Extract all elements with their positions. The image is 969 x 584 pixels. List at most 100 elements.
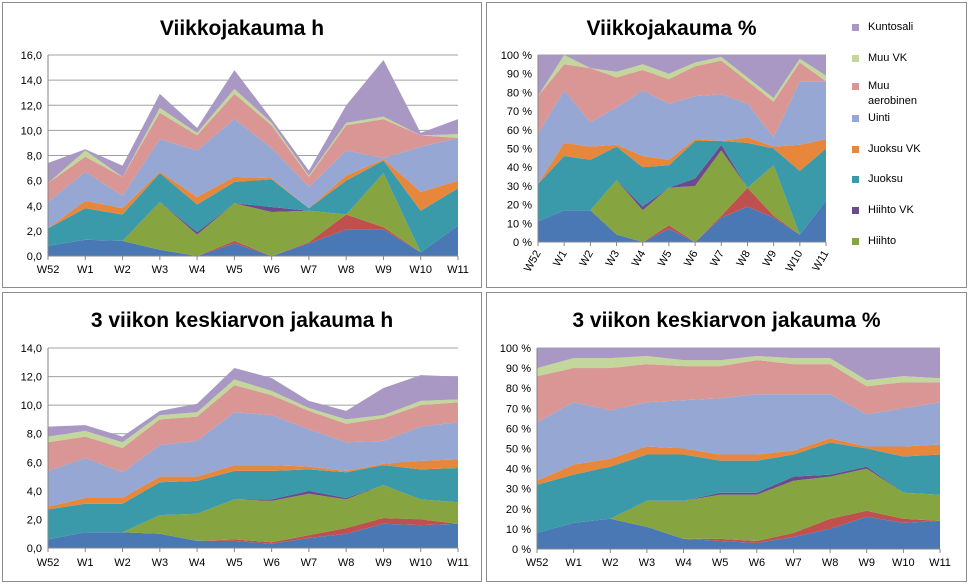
x-tick-label: W52 bbox=[522, 249, 544, 275]
area-series-tunnistamaton bbox=[538, 200, 826, 242]
y-tick-label: 2,0 bbox=[27, 514, 42, 526]
x-tick-label: W52 bbox=[37, 264, 60, 276]
x-tick-label: W9 bbox=[375, 264, 392, 276]
x-tick-label: W52 bbox=[526, 557, 549, 569]
y-tick-label: 70 % bbox=[507, 106, 532, 118]
x-tick-label: W11 bbox=[929, 557, 951, 569]
y-tick-label: 6,0 bbox=[27, 176, 42, 188]
area-series-tunnistamaton bbox=[537, 516, 940, 549]
area-series-hiihto bbox=[48, 485, 458, 543]
area-series-juoksu bbox=[538, 141, 826, 235]
area-series-hiihto bbox=[538, 150, 826, 242]
chart-panel-3wk-hours: 3 viikon keskiarvon jakauma h 0,0 2,0 4,0 6… bbox=[2, 292, 482, 582]
area-series-muu-vk bbox=[538, 55, 826, 102]
legend-label: Juoksu VK bbox=[868, 143, 921, 155]
x-tick-label: W11 bbox=[810, 249, 831, 274]
y-tick-label: 0,0 bbox=[27, 543, 42, 555]
x-tick-label: W8 bbox=[338, 264, 355, 276]
legend-label: Hiihto VK bbox=[868, 204, 914, 216]
y-tick-label: 8,0 bbox=[27, 429, 42, 441]
chart-panel-3wk-percent: 3 viikon keskiarvon jakauma % 0 % 10 % 20 … bbox=[486, 292, 967, 582]
area-series-tunnistamaton bbox=[48, 225, 458, 256]
area-series-juoksu-vk bbox=[48, 459, 458, 510]
area-series-muu-aerobinen bbox=[537, 360, 940, 423]
x-tick-label: W1 bbox=[77, 264, 94, 276]
x-tick-label: W6 bbox=[263, 557, 280, 569]
area-series-uinti bbox=[48, 119, 458, 229]
legend-item-juoksu: Juoksu bbox=[852, 173, 962, 216]
area-series-hiihto bbox=[48, 173, 458, 256]
y-tick-label: 12,0 bbox=[21, 372, 42, 384]
x-tick-label: W4 bbox=[675, 557, 692, 569]
legend-swatch bbox=[852, 55, 859, 62]
area-series-muu-aerobinen bbox=[48, 93, 458, 202]
y-tick-label: 50 % bbox=[507, 144, 532, 156]
area-series-hiihto bbox=[537, 468, 940, 541]
y-tick-label: 14,0 bbox=[21, 343, 42, 355]
x-tick-label: W10 bbox=[892, 557, 915, 569]
y-tick-label: 0 % bbox=[512, 544, 531, 556]
y-tick-label: 80 % bbox=[507, 87, 532, 99]
y-tick-label: 14,0 bbox=[21, 75, 42, 87]
legend-label: Hiihto bbox=[868, 235, 897, 247]
y-tick-label: 0 % bbox=[513, 237, 532, 249]
x-tick-label: W2 bbox=[114, 264, 131, 276]
x-tick-label: W5 bbox=[712, 557, 729, 569]
x-tick-label: W4 bbox=[189, 264, 206, 276]
y-tick-label: 4,0 bbox=[27, 201, 42, 213]
y-tick-label: 30 % bbox=[506, 484, 531, 496]
y-tick-label: 100 % bbox=[501, 50, 532, 62]
x-tick-label: W4 bbox=[630, 249, 649, 269]
y-tick-label: 2,0 bbox=[27, 226, 42, 238]
y-tick-label: 10,0 bbox=[21, 400, 42, 412]
x-tick-label: W11 bbox=[447, 557, 469, 569]
y-tick-label: 100 % bbox=[500, 343, 531, 355]
area-series-uinti bbox=[48, 412, 458, 507]
x-tick-label: W11 bbox=[447, 264, 469, 276]
x-tick-label: W5 bbox=[226, 264, 243, 276]
x-tick-label: W4 bbox=[189, 557, 206, 569]
legend-item-kuntosali: Kuntosali bbox=[852, 21, 962, 64]
legend-swatch bbox=[852, 115, 859, 122]
legend-label: Muu VK bbox=[868, 52, 908, 64]
area-series-kuntosali bbox=[48, 368, 458, 443]
y-tick-label: 80 % bbox=[506, 383, 531, 395]
legend-label: Uinti bbox=[868, 112, 891, 124]
x-tick-label: W1 bbox=[565, 557, 582, 569]
legend-swatch bbox=[852, 176, 859, 183]
y-tick-label: 60 % bbox=[507, 125, 532, 137]
area-series-punainen bbox=[48, 214, 458, 256]
legend-item-uinti: Uinti bbox=[852, 112, 962, 155]
y-tick-label: 10,0 bbox=[21, 125, 42, 137]
chart-weekly-percent: 0 % 10 % 20 % 30 % 40 % 50 % 60 % 70 % 80 % 90 % 1… bbox=[501, 50, 832, 275]
x-tick-label: W3 bbox=[604, 249, 623, 269]
legend-item-muu-vk: Muu VK bbox=[852, 52, 962, 95]
x-tick-label: W7 bbox=[301, 557, 318, 569]
x-tick-label: W9 bbox=[858, 557, 875, 569]
x-tick-label: W8 bbox=[338, 557, 355, 569]
y-tick-label: 4,0 bbox=[27, 486, 42, 498]
legend-swatch bbox=[852, 207, 859, 214]
area-series-juoksu bbox=[48, 465, 458, 540]
chart-panel-weekly-hours: Viikkojakauma h 0,0 2,0 4,0 6,0 8,0 10,0 12,0 1… bbox=[2, 2, 482, 288]
legend-swatch bbox=[852, 24, 859, 31]
area-series-punainen bbox=[538, 187, 826, 242]
chart-3wk-percent: 0 % 10 % 20 % 30 % 40 % 50 % 60 % 70 % 80 % 90 % 1… bbox=[500, 343, 951, 569]
chart-3wk-hours: 0,0 2,0 4,0 6,0 8,0 10,0 12,0 14,0 W52 W1 W2 W3 W4 W5… bbox=[21, 343, 469, 569]
x-tick-label: W7 bbox=[785, 557, 802, 569]
y-tick-label: 40 % bbox=[507, 162, 532, 174]
x-tick-label: W8 bbox=[822, 557, 839, 569]
y-tick-label: 60 % bbox=[506, 423, 531, 435]
area-series-punainen bbox=[537, 510, 940, 543]
legend-item-muu-aerobinen: Muu aerobinen bbox=[852, 80, 962, 123]
x-tick-label: W10 bbox=[784, 249, 806, 275]
x-tick-label: W8 bbox=[734, 249, 753, 269]
x-tick-label: W9 bbox=[375, 557, 392, 569]
legend-label: Muu aerobinen bbox=[868, 80, 917, 107]
y-tick-label: 12,0 bbox=[21, 100, 42, 112]
chart-title: 3 viikon keskiarvon jakauma h bbox=[90, 309, 394, 332]
area-series-uinti bbox=[537, 394, 940, 481]
area-series-muu-vk bbox=[48, 88, 458, 184]
legend-item-hiihto: Hiihto bbox=[852, 235, 962, 278]
y-tick-label: 30 % bbox=[507, 181, 532, 193]
